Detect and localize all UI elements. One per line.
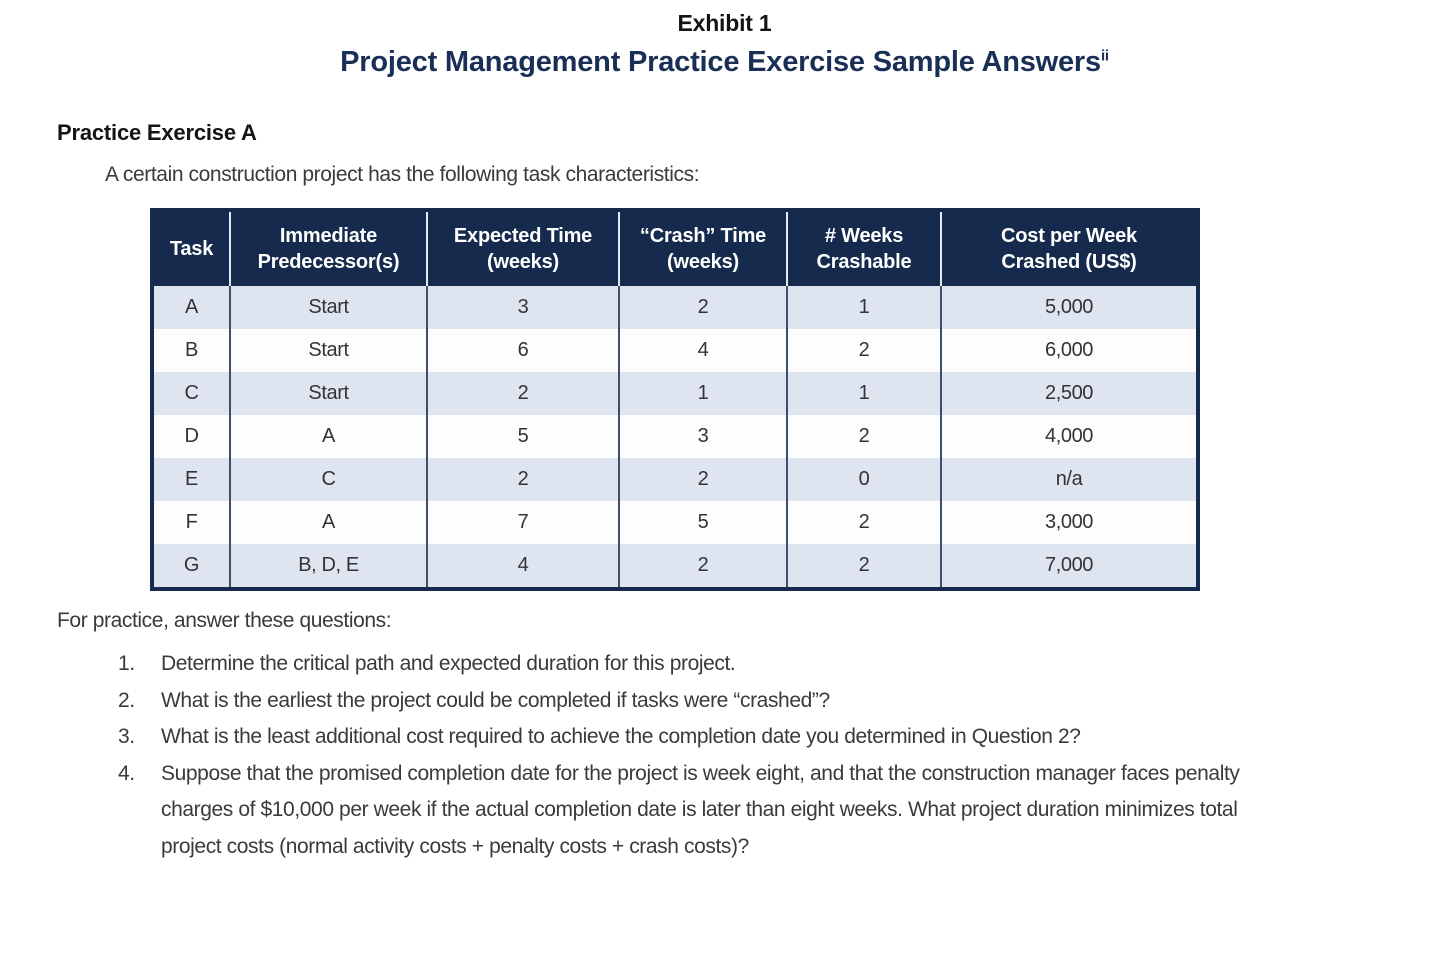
intro-text: A certain construction project has the f…: [105, 163, 700, 186]
table-header-cell: Task: [152, 210, 230, 286]
table-cell: C: [229, 458, 427, 501]
question-text: What is the least additional cost requir…: [161, 725, 1081, 748]
table-head: Task Immediate Predecessor(s) Expected Time…: [152, 210, 1198, 286]
table-cell: 2: [786, 544, 941, 589]
table-header-row: Task Immediate Predecessor(s) Expected Time…: [152, 210, 1198, 286]
table-cell: 2: [426, 372, 619, 415]
question-item: 2. What is the earliest the project could…: [118, 683, 1449, 720]
table-cell: 2: [786, 329, 941, 372]
table-cell: 0: [786, 458, 941, 501]
footnote-reference: ii: [1100, 47, 1109, 65]
table-cell: 6,000: [940, 329, 1198, 372]
question-item: 4. Suppose that the promised completion d…: [118, 756, 1449, 866]
table-cell: G: [183, 554, 200, 576]
table-cell: 2: [618, 286, 787, 329]
question-text: What is the earliest the project could b…: [161, 688, 830, 712]
question-item: 3. What is the least additional cost requ…: [118, 719, 1449, 756]
question-number: 2.: [118, 688, 135, 712]
table-cell: D: [184, 425, 199, 447]
question-number: 3.: [118, 725, 135, 748]
task-characteristics-table: Task Immediate Predecessor(s) Expected Time…: [150, 208, 1200, 591]
table-row: E C 2 2 0 n/a: [152, 458, 1198, 501]
exhibit-label: Exhibit 1: [677, 10, 772, 36]
table-cell: 2: [426, 458, 619, 501]
table-row: C Start 2 1 1 2,500: [152, 372, 1198, 415]
table-row: B Start 6 4 2 6,000: [152, 329, 1198, 372]
table-header-cell: # Weeks Crashable: [786, 210, 941, 286]
table-row: F A 7 5 2 3,000: [152, 501, 1198, 544]
table-cell: 3: [426, 286, 619, 329]
table-cell: 3: [618, 415, 787, 458]
table-cell: 2,500: [940, 372, 1198, 415]
table-cell: C: [184, 382, 199, 404]
table-cell: 1: [786, 286, 941, 329]
table-cell: 5: [618, 501, 787, 544]
table-cell: Start: [229, 286, 427, 329]
table-row: A Start 3 2 1 5,000: [152, 286, 1198, 329]
questions-intro: For practice, answer these questions:: [57, 609, 392, 632]
questions-list: 1. Determine the critical path and expect…: [118, 646, 1449, 865]
table-row: D A 5 3 2 4,000: [152, 415, 1198, 458]
table-cell: A: [229, 501, 427, 544]
table-cell: 4: [426, 544, 619, 589]
table-cell: 7: [426, 501, 619, 544]
table-cell: B: [185, 339, 198, 361]
table-cell: E: [185, 468, 198, 490]
table-cell: A: [229, 415, 427, 458]
table-header-cell: Expected Time (weeks): [426, 210, 619, 286]
table-header-cell: “Crash” Time (weeks): [618, 210, 787, 286]
table-cell: 1: [618, 372, 787, 415]
question-number: 4.: [118, 761, 135, 785]
table-cell: 5,000: [940, 286, 1198, 329]
table-cell: 2: [618, 458, 787, 501]
table-cell: 4,000: [940, 415, 1198, 458]
table-body: A Start 3 2 1 5,000 B Start 6 4 2 6,000 C Start 2 1 1 2,5…: [152, 286, 1198, 589]
table-row: G B, D, E 4 2 2 7,000: [152, 544, 1198, 589]
table-header-cell: Immediate Predecessor(s): [229, 210, 427, 286]
table-cell: 1: [786, 372, 941, 415]
table-cell: 2: [786, 501, 941, 544]
table-header-cell: Cost per Week Crashed (US$): [940, 210, 1198, 286]
exhibit-title: Project Management Practice Exercise Sam…: [0, 46, 1449, 79]
table-cell: Start: [229, 329, 427, 372]
table-cell: A: [185, 296, 198, 318]
table-cell: Start: [229, 372, 427, 415]
question-text: Suppose that the promised completion dat…: [161, 761, 1240, 858]
question-item: 1. Determine the critical path and expect…: [118, 646, 1449, 683]
question-number: 1.: [118, 652, 135, 675]
table-cell: 2: [618, 544, 787, 589]
table-cell: n/a: [940, 458, 1198, 501]
table-cell: 4: [618, 329, 787, 372]
table-cell: 6: [426, 329, 619, 372]
table-cell: F: [185, 511, 198, 533]
question-text: Determine the critical path and expected…: [161, 652, 736, 675]
table-cell: B, D, E: [229, 544, 427, 589]
table-cell: 7,000: [940, 544, 1198, 589]
table-cell: 5: [426, 415, 619, 458]
table-cell: 3,000: [940, 501, 1198, 544]
table-cell: 2: [786, 415, 941, 458]
exhibit-title-text: Project Management Practice Exercise Sam…: [340, 46, 1101, 78]
section-heading: Practice Exercise A: [57, 120, 257, 145]
